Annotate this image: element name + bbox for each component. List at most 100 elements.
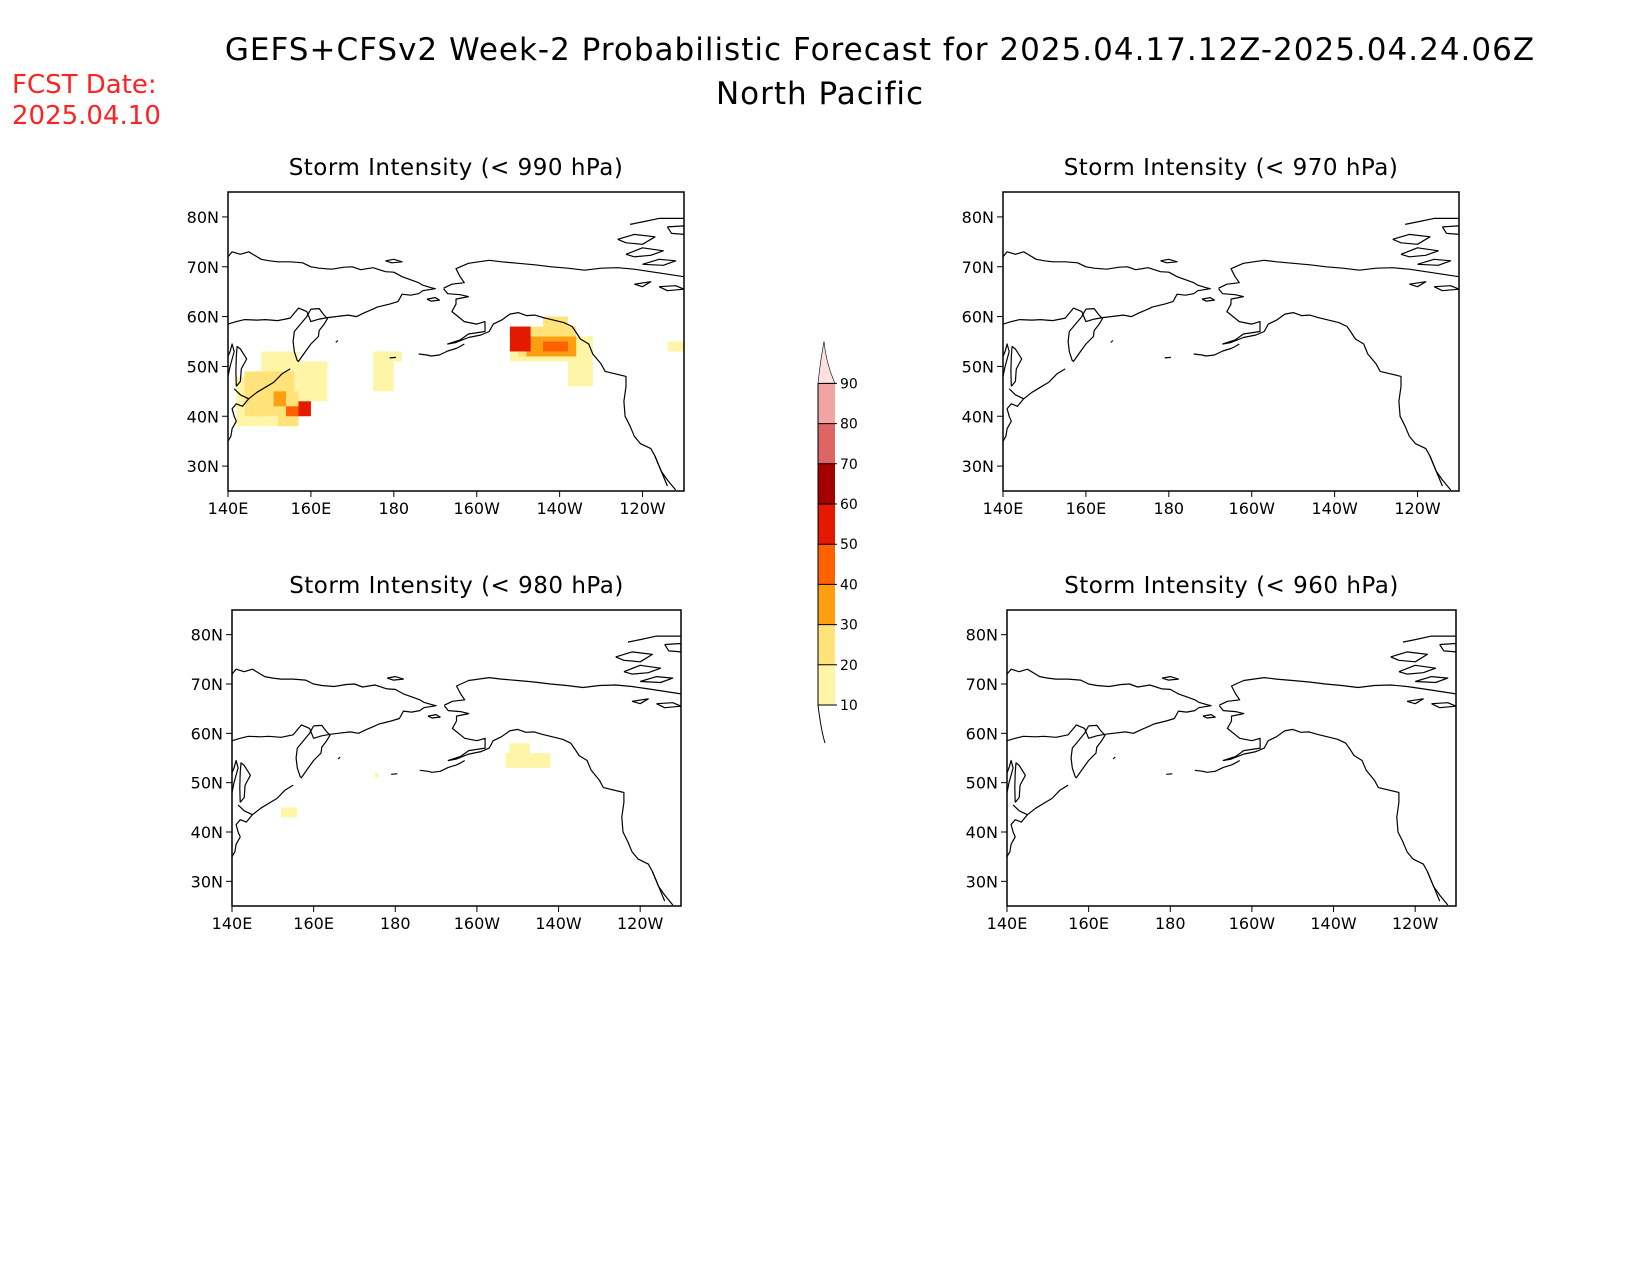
coastline-segment bbox=[391, 773, 398, 775]
coastline-segment bbox=[228, 343, 235, 377]
coastline-segment bbox=[418, 343, 465, 357]
x-tick-label: 160E bbox=[1068, 914, 1109, 933]
coastline-segment bbox=[1164, 356, 1171, 359]
probability-cell bbox=[373, 351, 394, 392]
coastline-segment bbox=[443, 259, 684, 289]
colorbar-label: 80 bbox=[840, 417, 858, 433]
coastline-segment bbox=[658, 285, 684, 292]
y-tick-label: 30N bbox=[191, 872, 223, 891]
coastline-segment bbox=[385, 258, 403, 264]
coastline-segment bbox=[1160, 258, 1178, 264]
y-tick-label: 50N bbox=[962, 357, 994, 376]
probability-cell bbox=[543, 316, 568, 337]
probability-cell bbox=[505, 753, 551, 768]
coastline-segment bbox=[443, 705, 666, 902]
map-frame bbox=[231, 609, 682, 907]
x-tick-label: 160W bbox=[1229, 499, 1276, 518]
coastline-segment bbox=[235, 345, 248, 387]
probability-cell bbox=[509, 743, 530, 754]
x-tick-label: 160E bbox=[293, 914, 334, 933]
coastline-segment bbox=[1400, 247, 1439, 258]
coastline bbox=[1007, 635, 1456, 906]
x-tick-label: 140E bbox=[212, 914, 253, 933]
coastline-segment bbox=[426, 297, 440, 302]
fcst-date-value: 2025.04.10 bbox=[12, 101, 161, 131]
coastline-segment bbox=[1431, 702, 1456, 709]
coastline-segment bbox=[248, 368, 291, 400]
map-panel-lt990: Storm Intensity (< 990 hPa) 140E 160E 180 16… bbox=[187, 155, 685, 518]
colorbar-swatch bbox=[818, 463, 835, 504]
coastline-segment bbox=[1415, 676, 1449, 684]
x-tick-label: 160W bbox=[454, 499, 501, 518]
colorbar-swatch bbox=[818, 544, 835, 585]
x-tick-label: 160E bbox=[291, 499, 332, 518]
x-tick-label: 140W bbox=[535, 914, 582, 933]
coastline-segment bbox=[419, 759, 466, 773]
probability-field bbox=[236, 316, 684, 427]
colorbar-label: 30 bbox=[840, 618, 858, 634]
y-tick-label: 40N bbox=[187, 407, 219, 426]
coastline-segment bbox=[1218, 259, 1459, 289]
coastline-segment bbox=[295, 724, 331, 779]
coastline-segment bbox=[1398, 664, 1437, 675]
main-subtitle: North Pacific bbox=[716, 76, 924, 112]
coastline-segment bbox=[1409, 281, 1427, 288]
x-tick-label: 140W bbox=[536, 499, 583, 518]
colorbar-label: 70 bbox=[840, 457, 858, 473]
map-frame bbox=[1006, 609, 1457, 907]
map-panel-lt970: Storm Intensity (< 970 hPa) 140E 160E 180 16… bbox=[962, 155, 1460, 518]
coastline-segment bbox=[1010, 345, 1023, 387]
y-tick-label: 60N bbox=[962, 308, 994, 327]
y-tick-label: 80N bbox=[966, 626, 998, 645]
colorbar-label: 10 bbox=[840, 698, 858, 714]
coastline-segment bbox=[1392, 233, 1431, 245]
coastline-segment bbox=[232, 759, 239, 793]
coastline-segment bbox=[625, 247, 664, 258]
colorbar-swatch bbox=[818, 624, 835, 665]
coastline-segment bbox=[627, 635, 681, 643]
coastline-segment bbox=[1429, 455, 1452, 491]
x-tick-label: 180 bbox=[1155, 914, 1186, 933]
coastline-segment bbox=[292, 308, 329, 362]
map-frame bbox=[227, 191, 685, 492]
panel-title: Storm Intensity (< 980 hPa) bbox=[289, 573, 624, 599]
coastline-segment bbox=[634, 281, 652, 288]
coastline-segment bbox=[615, 651, 653, 663]
coastline bbox=[232, 635, 681, 906]
probability-cell bbox=[509, 326, 531, 352]
coastline-segment bbox=[1439, 642, 1456, 653]
coastline-segment bbox=[664, 642, 681, 653]
coastline-segment bbox=[1007, 804, 1028, 858]
colorbar-swatch bbox=[818, 664, 835, 705]
coastline-segment bbox=[1003, 343, 1010, 377]
colorbar-swatch bbox=[818, 584, 835, 625]
coastline-segment bbox=[1161, 676, 1179, 681]
y-tick-label: 30N bbox=[187, 457, 219, 476]
coastline-segment bbox=[1417, 258, 1452, 266]
coastline-segment bbox=[427, 714, 441, 719]
colorbar-label: 90 bbox=[840, 376, 858, 392]
coastline-segment bbox=[623, 664, 662, 675]
coastline-segment bbox=[228, 388, 250, 442]
coastline-segment bbox=[1218, 705, 1441, 902]
colorbar-top-cap bbox=[817, 341, 836, 384]
coastline-segment bbox=[1112, 756, 1116, 760]
coastline-segment bbox=[1014, 762, 1026, 803]
coastline-segment bbox=[1390, 651, 1428, 663]
coastline-segment bbox=[239, 762, 251, 803]
coastline-segment bbox=[1003, 251, 1211, 325]
x-tick-label: 160W bbox=[1229, 914, 1276, 933]
coastline bbox=[228, 217, 684, 491]
y-tick-label: 40N bbox=[962, 407, 994, 426]
coastline-segment bbox=[640, 676, 674, 684]
coastline-segment bbox=[232, 668, 437, 742]
coastline-segment bbox=[1404, 217, 1459, 225]
coastline-segment bbox=[1202, 714, 1216, 719]
x-tick-label: 120W bbox=[617, 914, 664, 933]
x-tick-label: 120W bbox=[619, 499, 666, 518]
coastline-segment bbox=[1110, 340, 1114, 343]
y-tick-label: 30N bbox=[962, 457, 994, 476]
x-tick-label: 180 bbox=[380, 914, 411, 933]
panel-title: Storm Intensity (< 960 hPa) bbox=[1064, 573, 1399, 599]
colorbar-label: 50 bbox=[840, 537, 858, 553]
